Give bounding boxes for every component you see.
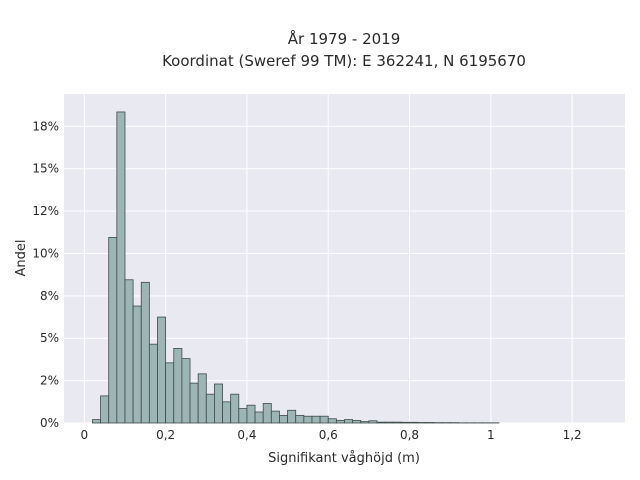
y-axis-label: Andel — [14, 240, 29, 277]
histogram-bar — [287, 409, 297, 424]
histogram-bar — [148, 343, 158, 424]
y-tick-label: 2% — [40, 374, 59, 388]
histogram-bar — [124, 279, 134, 424]
x-tick-label: 1,2 — [563, 428, 582, 442]
histogram-bar — [246, 404, 256, 424]
histogram-bar — [327, 418, 337, 424]
histogram-bar — [222, 401, 232, 424]
histogram-bar — [303, 415, 313, 424]
y-axis-ticks: 0% 2% 5% 8% 10% 12% 15% 18% — [32, 119, 59, 430]
histogram-bar — [384, 421, 394, 424]
y-tick-label: 12% — [32, 204, 59, 218]
histogram-bar — [238, 408, 248, 424]
histogram-bar — [319, 415, 329, 424]
histogram-bar — [392, 421, 402, 424]
histogram-bar — [344, 419, 354, 424]
histogram-bar — [376, 421, 386, 424]
histogram-bar — [295, 414, 305, 424]
histogram-bar — [360, 421, 370, 424]
histogram-bar — [214, 383, 223, 424]
histogram-bar — [108, 236, 118, 424]
histogram-bar — [417, 422, 427, 424]
x-tick-label: 0,4 — [237, 428, 256, 442]
y-tick-label: 15% — [32, 162, 59, 176]
x-tick-label: 0,2 — [156, 428, 175, 442]
x-axis-ticks: 0 0,2 0,4 0,6 0,8 1 1,2 — [81, 428, 582, 442]
histogram-bar — [401, 421, 410, 424]
y-tick-label: 10% — [32, 246, 59, 260]
y-tick-label: 8% — [40, 289, 59, 303]
y-tick-label: 18% — [32, 119, 59, 133]
histogram-bar — [165, 362, 175, 424]
histogram-bar — [116, 111, 126, 424]
histogram-bars — [92, 111, 500, 424]
histogram-bar — [352, 420, 362, 424]
histogram-bar — [189, 382, 199, 424]
x-tick-label: 0,8 — [400, 428, 419, 442]
histogram-bar — [100, 395, 110, 424]
histogram-bar — [157, 316, 167, 424]
histogram-bar — [270, 410, 280, 424]
chart-title-line-1: År 1979 - 2019 — [288, 29, 401, 48]
histogram-bar — [262, 403, 272, 424]
histogram-bar — [230, 393, 240, 424]
histogram-bar — [132, 305, 142, 424]
histogram-bar — [197, 373, 207, 424]
x-axis-label: Signifikant våghöjd (m) — [268, 451, 420, 466]
histogram-bar — [279, 414, 288, 424]
histogram-bar — [254, 411, 264, 424]
histogram-bar — [335, 420, 345, 424]
chart-title-line-2: Koordinat (Sweref 99 TM): E 362241, N 61… — [162, 52, 526, 70]
histogram-bar — [181, 358, 191, 424]
y-tick-label: 0% — [40, 416, 59, 430]
histogram-bar — [92, 419, 101, 424]
histogram-bar — [409, 421, 419, 424]
x-tick-label: 1 — [487, 428, 495, 442]
x-tick-label: 0,6 — [319, 428, 338, 442]
y-tick-label: 5% — [40, 331, 59, 345]
histogram-bar — [425, 422, 435, 424]
histogram-bar — [205, 393, 215, 424]
histogram-bar — [311, 415, 321, 424]
histogram-bar — [368, 420, 378, 424]
histogram-bar — [140, 281, 150, 424]
histogram-bar — [173, 348, 183, 424]
x-tick-label: 0 — [81, 428, 89, 442]
